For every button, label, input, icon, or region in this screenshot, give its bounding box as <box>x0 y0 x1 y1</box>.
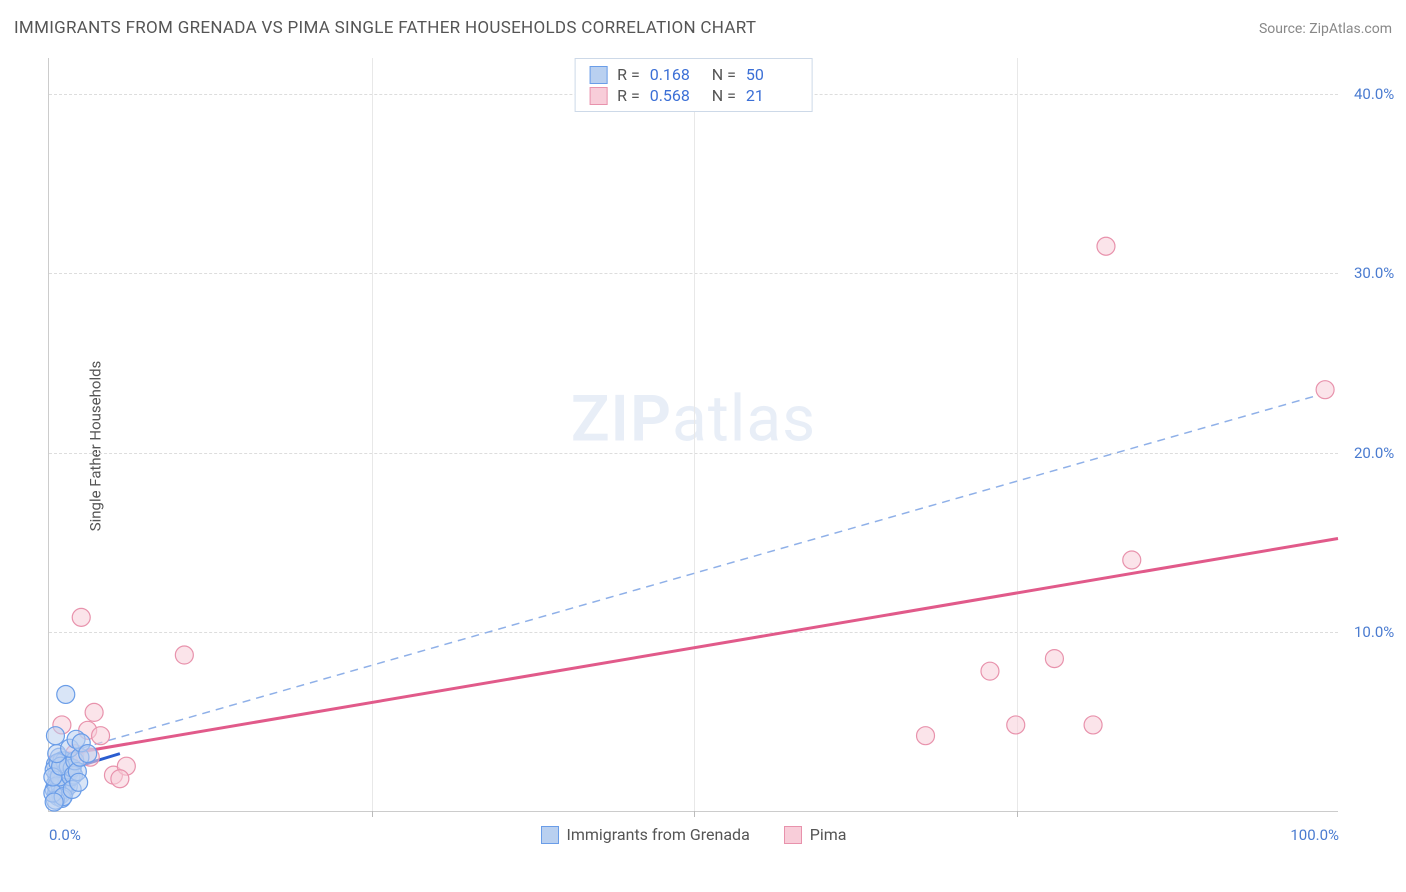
stat-n-value: 21 <box>746 86 798 105</box>
stat-n-value: 50 <box>746 65 798 84</box>
y-axis-tick-label: 40.0% <box>1354 85 1394 103</box>
legend-swatch-icon <box>541 826 559 844</box>
stat-r-label: R = <box>617 86 640 105</box>
data-point-series-b <box>1045 650 1063 668</box>
legend-label: Immigrants from Grenada <box>567 825 750 844</box>
x-tick <box>372 811 373 817</box>
data-point-series-b <box>92 727 110 745</box>
y-axis-tick-label: 30.0% <box>1354 264 1394 282</box>
chart-svg <box>49 58 1338 811</box>
chart-title: IMMIGRANTS FROM GRENADA VS PIMA SINGLE F… <box>14 18 756 38</box>
stats-legend-box: R = 0.168 N = 50 R = 0.568 N = 21 <box>574 58 813 112</box>
stats-row: R = 0.168 N = 50 <box>589 64 798 85</box>
data-point-series-a <box>70 773 88 791</box>
legend-swatch-icon <box>784 826 802 844</box>
data-point-series-a <box>45 793 63 811</box>
data-point-series-b <box>1084 716 1102 734</box>
data-point-series-b <box>1123 551 1141 569</box>
source-attribution: Source: ZipAtlas.com <box>1259 21 1392 37</box>
data-point-series-b <box>1097 237 1115 255</box>
data-point-series-a <box>57 685 75 703</box>
x-axis-tick-label: 0.0% <box>49 826 81 844</box>
stat-r-value: 0.568 <box>650 86 702 105</box>
stat-r-label: R = <box>617 65 640 84</box>
legend-swatch-icon <box>589 87 607 105</box>
legend-item: Pima <box>784 825 847 844</box>
data-point-series-b <box>85 703 103 721</box>
x-axis-tick-label: 100.0% <box>1290 826 1339 844</box>
legend-label: Pima <box>810 825 847 844</box>
data-point-series-b <box>917 727 935 745</box>
stat-r-value: 0.168 <box>650 65 702 84</box>
trend-line-dashed <box>81 395 1318 748</box>
series-legend: Immigrants from Grenada Pima <box>541 825 847 844</box>
trend-line-series-b <box>49 538 1338 757</box>
stat-n-label: N = <box>712 65 736 84</box>
data-point-series-b <box>72 608 90 626</box>
data-point-series-b <box>175 646 193 664</box>
data-point-series-b <box>981 662 999 680</box>
y-axis-tick-label: 10.0% <box>1354 623 1394 641</box>
data-point-series-b <box>111 770 129 788</box>
data-point-series-b <box>1007 716 1025 734</box>
data-point-series-a <box>79 745 97 763</box>
x-tick <box>1017 811 1018 817</box>
legend-swatch-icon <box>589 66 607 84</box>
y-axis-tick-label: 20.0% <box>1354 444 1394 462</box>
stats-row: R = 0.568 N = 21 <box>589 85 798 106</box>
stat-n-label: N = <box>712 86 736 105</box>
data-point-series-b <box>1316 381 1334 399</box>
legend-item: Immigrants from Grenada <box>541 825 750 844</box>
plot-area: ZIPatlas 0.0%100.0%10.0%20.0%30.0%40.0% … <box>48 58 1338 812</box>
data-point-series-a <box>46 727 64 745</box>
x-tick <box>694 811 695 817</box>
